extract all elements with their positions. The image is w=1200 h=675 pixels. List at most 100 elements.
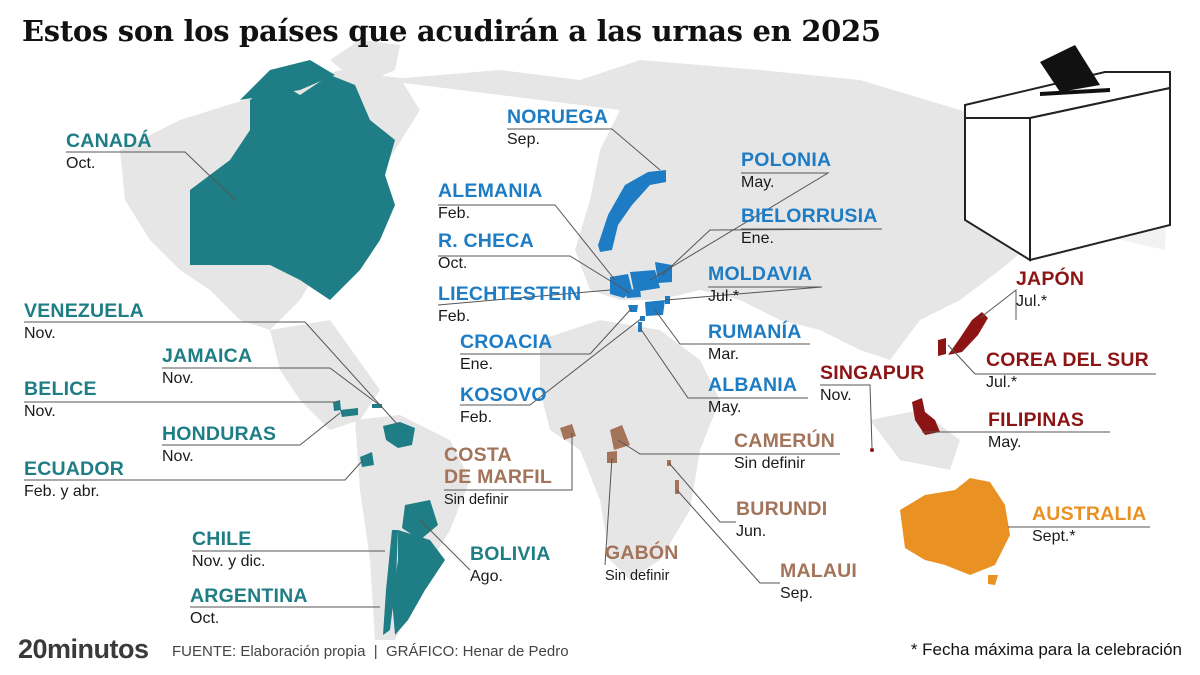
- map-honduras: [340, 408, 358, 417]
- country-name: CANADÁ: [66, 130, 152, 152]
- election-date: Nov.: [24, 403, 56, 420]
- election-date: Sept.*: [1032, 528, 1076, 545]
- election-date: Oct.: [66, 155, 96, 172]
- map-venezuela: [383, 422, 415, 448]
- label-rumania: RUMANÍA Mar.: [708, 321, 801, 365]
- country-name: JAMAICA: [162, 345, 253, 367]
- label-croacia: CROACIA Ene.: [460, 331, 552, 375]
- label-honduras: HONDURAS Nov.: [162, 423, 276, 467]
- country-name: CAMERÚN: [734, 430, 836, 452]
- label-r-checa: R. CHECA Oct.: [438, 230, 534, 274]
- election-date: Feb.: [460, 409, 493, 426]
- source-credit: FUENTE: Elaboración propia | GRÁFICO: He…: [172, 643, 569, 660]
- election-date: Ago.: [470, 568, 503, 585]
- country-name: ECUADOR: [24, 458, 124, 480]
- election-date: May.: [741, 174, 775, 191]
- label-liechtestein: LIECHTESTEIN Feb.: [438, 283, 581, 327]
- map-filipinas: [912, 398, 940, 435]
- country-name: MOLDAVIA: [708, 263, 813, 285]
- label-chile: CHILE Nov. y dic.: [192, 528, 266, 572]
- country-name: NORUEGA: [507, 106, 609, 128]
- map-gabon: [607, 451, 617, 463]
- election-date: Oct.: [438, 255, 468, 272]
- country-name: BIELORRUSIA: [741, 205, 878, 227]
- country-name: ARGENTINA: [190, 585, 308, 607]
- label-australia: AUSTRALIA Sept.*: [1032, 503, 1146, 547]
- country-name: POLONIA: [741, 149, 832, 171]
- label-gabon: GABÓN Sin definir: [605, 542, 679, 586]
- country-name: RUMANÍA: [708, 321, 802, 343]
- election-date: Jul.*: [1016, 293, 1048, 310]
- election-date: Nov.: [162, 370, 194, 387]
- country-name: CROACIA: [460, 331, 553, 353]
- label-corea-del-sur: COREA DEL SUR Jul.*: [986, 349, 1149, 393]
- election-date: Nov. y dic.: [192, 553, 266, 570]
- election-date: Feb. y abr.: [24, 483, 100, 500]
- country-name: FILIPINAS: [988, 409, 1085, 431]
- label-burundi: BURUNDI Jun.: [736, 498, 827, 542]
- map-canada-islands: [240, 60, 335, 100]
- ballot-box-icon: [964, 45, 1171, 262]
- map-tasmania: [988, 575, 998, 585]
- country-name: BURUNDI: [736, 498, 828, 520]
- label-bolivia: BOLIVIA Ago.: [470, 543, 551, 587]
- country-name: COREA DEL SUR: [986, 349, 1149, 371]
- country-name: AUSTRALIA: [1032, 503, 1147, 525]
- election-date: Nov.: [24, 325, 56, 342]
- label-noruega: NORUEGA Sep.: [507, 106, 608, 150]
- label-ecuador: ECUADOR Feb. y abr.: [24, 458, 124, 502]
- election-date: Oct.: [190, 610, 220, 627]
- election-date: May.: [988, 434, 1022, 451]
- map-bielorrusia: [655, 262, 672, 283]
- map-chile: [383, 530, 398, 635]
- election-date: Feb.: [438, 205, 471, 222]
- map-polonia: [630, 270, 660, 292]
- map-ecuador: [360, 452, 374, 467]
- country-name: HONDURAS: [162, 423, 277, 445]
- label-jamaica: JAMAICA Nov.: [162, 345, 252, 389]
- election-date: Sin definir: [605, 568, 670, 584]
- election-date: Jun.: [736, 523, 767, 540]
- election-date: Sep.: [507, 131, 540, 148]
- country-name: GABÓN: [605, 542, 679, 564]
- election-date: Jul.*: [986, 374, 1018, 391]
- footnote: * Fecha máxima para la celebración: [910, 640, 1182, 659]
- label-camerun: CAMERÚN Sin definir: [734, 430, 835, 474]
- map-noruega: [598, 170, 666, 252]
- election-date: May.: [708, 399, 742, 416]
- map-camerun: [610, 425, 630, 450]
- election-date: Sin definir: [444, 492, 509, 508]
- country-name: ALEMANIA: [438, 180, 543, 202]
- election-date: Sep.: [780, 585, 813, 602]
- country-name: ALBANIA: [708, 374, 798, 396]
- country-name: LIECHTESTEIN: [438, 283, 582, 305]
- map-australia: [900, 478, 1010, 575]
- label-malaui: MALAUI Sep.: [780, 560, 857, 604]
- country-name: SINGAPUR: [820, 362, 925, 384]
- label-singapur: SINGAPUR Nov.: [820, 362, 925, 406]
- map-singapur: [870, 448, 874, 452]
- label-moldavia: MOLDAVIA Jul.*: [708, 263, 812, 307]
- map-belice: [333, 400, 341, 411]
- map-r-checa: [625, 289, 641, 298]
- label-alemania: ALEMANIA Feb.: [438, 180, 543, 224]
- country-name: VENEZUELA: [24, 300, 144, 322]
- country-name: BELICE: [24, 378, 97, 400]
- country-name: COSTA DE MARFIL: [444, 444, 552, 488]
- label-japon: JAPÓN Jul.*: [1016, 268, 1084, 312]
- map-japon: [948, 312, 988, 355]
- election-date: Jul.*: [708, 288, 740, 305]
- country-name: MALAUI: [780, 560, 858, 582]
- election-date: Mar.: [708, 346, 740, 363]
- leader-lines: [24, 128, 1156, 608]
- label-argentina: ARGENTINA Oct.: [190, 585, 308, 629]
- election-date: Ene.: [460, 356, 493, 373]
- page-title: Estos son los países que acudirán a las …: [22, 14, 881, 48]
- label-belice: BELICE Nov.: [24, 378, 97, 422]
- label-polonia: POLONIA May.: [741, 149, 831, 193]
- map-canada: [190, 75, 395, 300]
- label-bielorrusia: BIELORRUSIA Ene.: [741, 205, 878, 249]
- label-albania: ALBANIA May.: [708, 374, 797, 418]
